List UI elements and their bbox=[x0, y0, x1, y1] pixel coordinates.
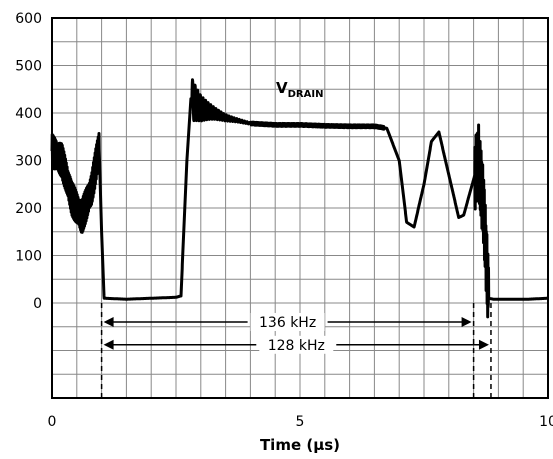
y-tick-label: 300 bbox=[15, 154, 42, 170]
annotation-arrowhead-left bbox=[103, 317, 114, 327]
plot-frame bbox=[51, 17, 549, 399]
y-axis-ticks: 0 100 200 300 400 500 600 bbox=[15, 11, 42, 312]
grid-lines bbox=[52, 18, 548, 398]
frequency-annotations: 136 kHz 128 kHz bbox=[103, 313, 489, 354]
period-markers bbox=[100, 303, 492, 398]
series-label-sub: DRAIN bbox=[288, 89, 324, 100]
series-vdrain-label: VDRAIN bbox=[276, 79, 323, 100]
annotation-background bbox=[259, 335, 334, 354]
x-tick-label: 5 bbox=[296, 414, 305, 430]
x-tick-label: 0 bbox=[48, 414, 57, 430]
x-axis-label: Time (µs) bbox=[260, 436, 340, 454]
annotation-arrowhead-right bbox=[478, 339, 489, 350]
annotation-label: 128 kHz bbox=[268, 338, 325, 354]
y-tick-label: 600 bbox=[15, 11, 42, 27]
y-tick-label: 0 bbox=[33, 296, 42, 312]
x-tick-label: 10 bbox=[539, 414, 553, 430]
y-tick-label: 200 bbox=[15, 201, 42, 217]
y-tick-label: 500 bbox=[15, 59, 42, 75]
series-label-main: V bbox=[276, 79, 288, 97]
annotation-arrowhead-right bbox=[461, 317, 472, 327]
y-tick-label: 400 bbox=[15, 106, 42, 122]
y-tick-label: 100 bbox=[15, 249, 42, 265]
annotation-background bbox=[250, 313, 325, 331]
annotation-label: 136 kHz bbox=[259, 315, 316, 331]
x-axis-ticks: 0 5 10 bbox=[48, 414, 553, 430]
annotation-arrowhead-left bbox=[103, 339, 114, 350]
series-vdrain-line bbox=[50, 78, 550, 319]
